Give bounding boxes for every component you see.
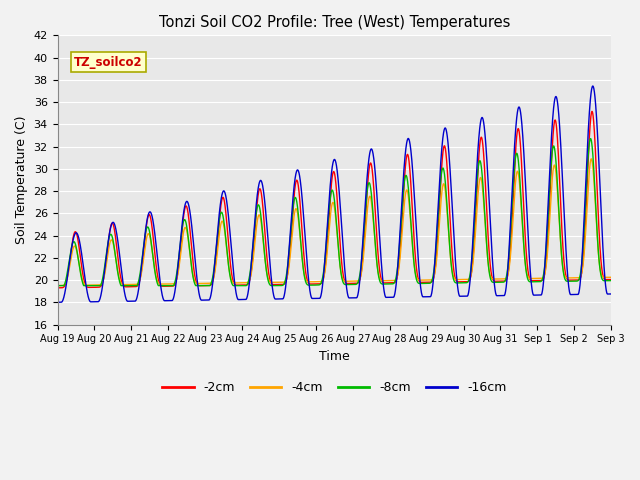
-4cm bbox=[588, 156, 595, 162]
-16cm bbox=[290, 186, 298, 192]
-2cm bbox=[596, 252, 604, 257]
-2cm bbox=[266, 276, 274, 282]
-8cm bbox=[54, 283, 61, 288]
-2cm bbox=[150, 238, 157, 244]
-2cm bbox=[537, 278, 545, 284]
-16cm bbox=[117, 261, 125, 267]
-4cm bbox=[117, 279, 125, 285]
-4cm bbox=[266, 279, 274, 285]
Line: -2cm: -2cm bbox=[58, 111, 611, 288]
X-axis label: Time: Time bbox=[319, 350, 349, 363]
-8cm bbox=[117, 282, 125, 288]
-16cm bbox=[537, 292, 545, 298]
-4cm bbox=[290, 215, 298, 221]
-8cm bbox=[596, 270, 604, 276]
-8cm bbox=[587, 136, 595, 142]
-8cm bbox=[150, 258, 157, 264]
-2cm bbox=[588, 108, 596, 114]
Legend: -2cm, -4cm, -8cm, -16cm: -2cm, -4cm, -8cm, -16cm bbox=[157, 376, 511, 399]
-4cm bbox=[607, 275, 615, 280]
-8cm bbox=[290, 199, 298, 204]
-4cm bbox=[537, 276, 545, 281]
-2cm bbox=[607, 276, 615, 282]
Line: -8cm: -8cm bbox=[58, 139, 611, 286]
-2cm bbox=[117, 275, 125, 280]
Line: -4cm: -4cm bbox=[58, 159, 611, 286]
-16cm bbox=[150, 221, 157, 227]
-8cm bbox=[266, 282, 274, 288]
-4cm bbox=[596, 268, 604, 274]
Y-axis label: Soil Temperature (C): Soil Temperature (C) bbox=[15, 116, 28, 244]
-2cm bbox=[290, 196, 298, 202]
-16cm bbox=[607, 291, 615, 297]
Text: TZ_soilco2: TZ_soilco2 bbox=[74, 56, 143, 69]
-16cm bbox=[54, 300, 61, 305]
-16cm bbox=[596, 194, 604, 200]
-8cm bbox=[537, 278, 545, 284]
-4cm bbox=[54, 283, 61, 288]
-16cm bbox=[266, 260, 274, 265]
Line: -16cm: -16cm bbox=[58, 86, 611, 302]
-8cm bbox=[607, 278, 615, 284]
-4cm bbox=[150, 258, 157, 264]
-16cm bbox=[589, 83, 596, 89]
Title: Tonzi Soil CO2 Profile: Tree (West) Temperatures: Tonzi Soil CO2 Profile: Tree (West) Temp… bbox=[159, 15, 510, 30]
-2cm bbox=[54, 285, 61, 291]
